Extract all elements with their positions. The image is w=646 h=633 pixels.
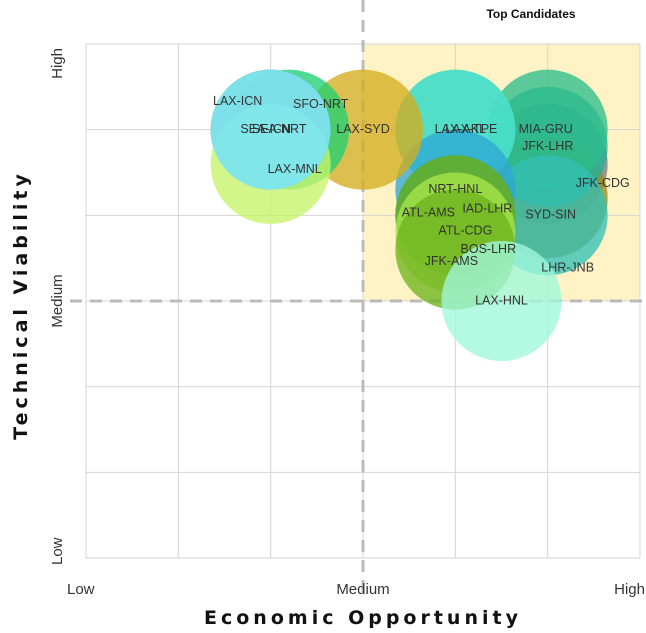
bubble-label-bos-lhr: BOS-LHR <box>461 242 517 256</box>
x-tick-low: Low <box>67 581 95 598</box>
bubble-label-layer: JFK-CDG LHR-JNB JFK-LHR MIA-GRU SYD-SIN LAX-T… <box>213 94 630 307</box>
bubble-label-lax-syd: LAX-SYD <box>336 122 390 136</box>
bubble-lax-hnl <box>441 241 562 361</box>
bubble-label-syd-sin: SYD-SIN <box>525 208 576 222</box>
bubble-label-iad-lhr: IAD-LHR <box>462 202 512 216</box>
y-tick-high: High <box>49 48 66 79</box>
bubble-lax-icn <box>210 69 331 190</box>
quadrant-label: Top Candidates <box>486 7 575 21</box>
bubble-mia-gru <box>487 69 608 190</box>
bubble-label-atl-cdg: ATL-CDG <box>438 224 492 238</box>
bubble-label-nrt-hnl: NRT-HNL <box>428 182 482 196</box>
y-tick-low: Low <box>49 537 66 565</box>
bubble-label-mia-gru: MIA-GRU <box>519 122 573 136</box>
x-tick-medium: Medium <box>336 581 389 598</box>
bubble-label-lhr-jnb: LHR-JNB <box>541 260 594 274</box>
bubble-label-lax-icn: LAX-ICN <box>213 94 262 108</box>
bubble-label-lax-akl: LAX-AKL <box>435 122 486 136</box>
bubble-label-sfo-nrt: SFO-NRT <box>293 97 349 111</box>
bubble-label-lax-mnl: LAX-MNL <box>268 162 322 176</box>
bubble-layer <box>210 69 608 361</box>
y-tick-medium: Medium <box>49 274 66 327</box>
bubble-label-jfk-ams: JFK-AMS <box>425 254 478 268</box>
x-axis-title: Economic Opportunity <box>204 607 522 629</box>
bubble-label-jfk-cdg: JFK-CDG <box>576 176 630 190</box>
bubble-label-lax-hnl: LAX-HNL <box>475 293 528 307</box>
bubble-label-atl-ams: ATL-AMS <box>402 206 455 220</box>
x-tick-high: High <box>614 581 645 598</box>
bubble-label-sea-icn: SEA-ICN <box>240 122 291 136</box>
bubble-label-sea-nrt: SEA-NRT <box>252 122 307 136</box>
x-tick-labels: Low Medium High <box>67 581 645 598</box>
bubble-label-jfk-lhr: JFK-LHR <box>522 139 573 153</box>
y-axis-title: Technical Viability <box>10 170 32 440</box>
bubble-label-lax-tpe: LAX-TPE <box>445 122 497 136</box>
y-tick-labels: Low Medium High <box>49 48 66 565</box>
